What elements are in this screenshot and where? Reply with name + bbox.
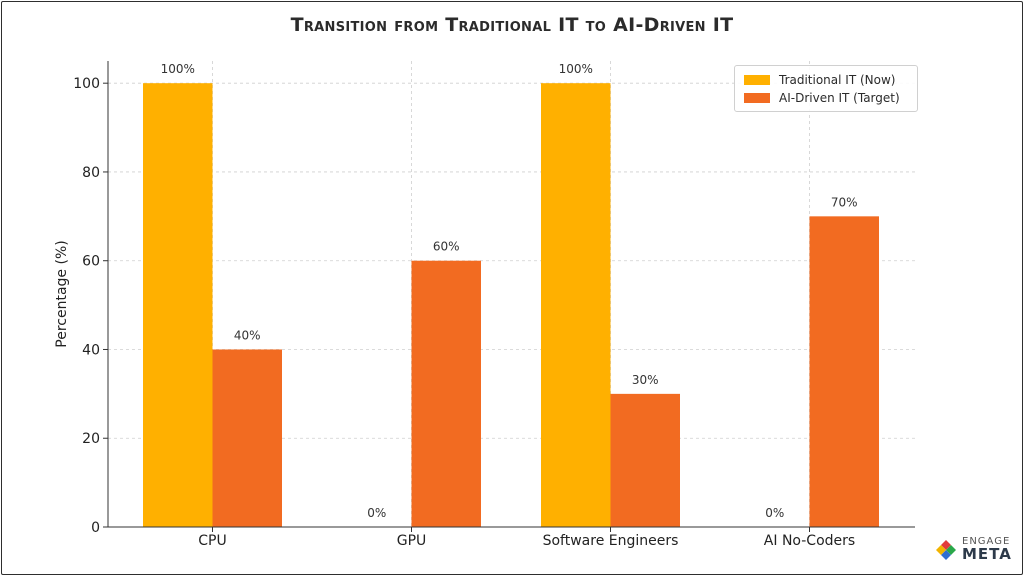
data-label: 60% (433, 240, 460, 254)
legend: Traditional IT (Now) AI-Driven IT (Targe… (734, 65, 918, 112)
data-label: 100% (559, 62, 593, 76)
bar (143, 83, 213, 527)
y-tick-label: 100 (73, 76, 100, 92)
bar (541, 83, 611, 527)
y-axis-label: Percentage (%) (54, 240, 70, 347)
legend-label-traditional: Traditional IT (Now) (779, 73, 896, 87)
data-label: 30% (632, 373, 659, 387)
data-label: 70% (831, 195, 858, 209)
y-tick-label: 80 (82, 165, 100, 181)
y-tick-label: 20 (82, 431, 100, 447)
engage-meta-logo: ENGAGE META (933, 531, 1015, 565)
y-tick-label: 0 (91, 520, 100, 536)
legend-item-ai-driven: AI-Driven IT (Target) (744, 90, 900, 106)
logo-text-top: ENGAGE (962, 536, 1011, 547)
data-label: 0% (765, 506, 784, 520)
bar (809, 216, 879, 528)
legend-swatch-traditional (744, 75, 770, 85)
y-tick-label: 40 (82, 342, 100, 358)
x-tick-label: CPU (198, 533, 226, 549)
data-label: 0% (367, 506, 386, 520)
bar (610, 393, 680, 527)
x-tick-label: Software Engineers (543, 533, 679, 549)
logo-diamond-icon (935, 539, 957, 561)
data-label: 40% (234, 328, 261, 342)
legend-swatch-ai-driven (744, 93, 770, 103)
data-label: 100% (161, 62, 195, 76)
x-tick-label: GPU (397, 533, 427, 549)
logo-text-bottom: META (962, 545, 1012, 563)
legend-label-ai-driven: AI-Driven IT (Target) (779, 91, 900, 105)
bar (212, 349, 282, 527)
y-tick-label: 60 (82, 254, 100, 270)
legend-item-traditional: Traditional IT (Now) (744, 72, 895, 88)
x-tick-label: AI No-Coders (764, 533, 855, 549)
bar (411, 260, 481, 527)
chart-title: Transition from Traditional IT to AI-Dri… (290, 14, 734, 36)
